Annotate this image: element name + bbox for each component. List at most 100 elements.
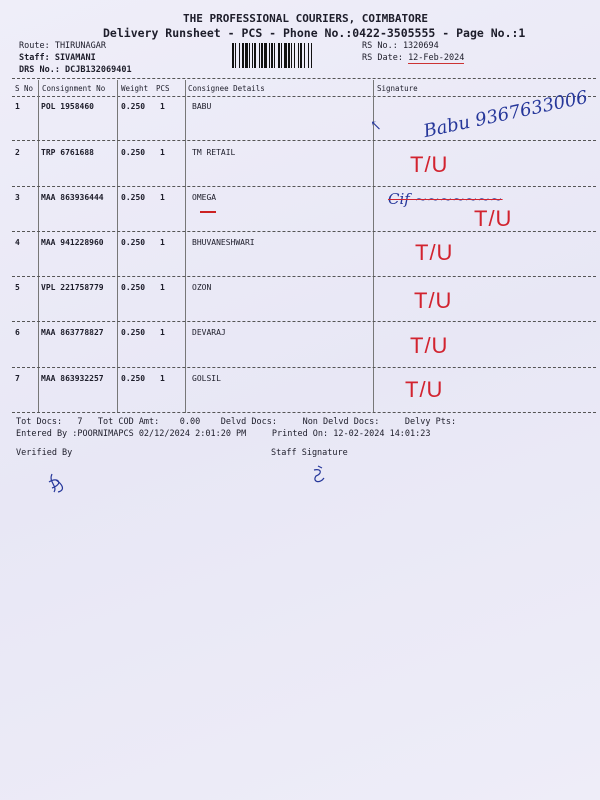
row-divider [12,231,596,232]
barcode-bar [269,43,270,68]
column-line [38,80,39,413]
cell-consignee: TM RETAIL [192,148,236,157]
cell-pcs: 1 [160,238,165,247]
cell-consignee: GOLSIL [192,374,221,383]
col-signature: Signature [377,84,418,93]
cell-consignee: OMEGA [192,193,217,202]
barcode-bar [298,43,299,68]
rs-date-label: RS Date: [362,53,409,63]
cell-sno: 1 [15,102,20,111]
cell-weight: 0.250 [121,283,146,292]
cell-consignment: MAA 863778827 [41,328,104,337]
row-divider [12,140,596,141]
rs-date: RS Date: 12-Feb-2024 [362,53,465,64]
column-line [117,80,118,413]
route: Route: THIRUNAGAR [19,41,106,51]
cell-sno: 6 [15,328,20,337]
row-divider [12,321,596,322]
cell-pcs: 1 [160,102,165,111]
barcode-bar [274,43,275,68]
signature-4: T/U [415,240,454,265]
cell-consignment: MAA 863932257 [41,374,104,383]
table-row: 1 POL 1958460 0.250 1 BABU [0,102,600,116]
cell-sno: 2 [15,148,20,157]
cell-consignment: POL 1958460 [41,102,94,111]
barcode-bar [281,43,282,68]
staff: Staff: SIVAMANI [19,53,96,63]
barcode-bar [249,43,250,68]
staff-signature-scribble [313,465,325,483]
barcode-bar [264,43,267,68]
row-divider [12,412,596,413]
document-title: Delivery Runsheet - PCS - Phone No.:0422… [103,26,526,40]
entered-by-line: Entered By :POORNIMAPCS 02/12/2024 2:01:… [16,429,431,439]
table-row: 6 MAA 863778827 0.250 1 DEVARAJ [0,328,600,342]
barcode-bar [252,43,253,68]
company-name: THE PROFESSIONAL COURIERS, COIMBATORE [183,12,429,25]
cell-weight: 0.250 [121,328,146,337]
cell-consignee: BABU [192,102,212,111]
barcode-bar [300,43,302,68]
cell-consignment: VPL 221758779 [41,283,104,292]
cell-consignment: TRP 6761688 [41,148,94,157]
barcode-bar [245,43,248,68]
cell-pcs: 1 [160,374,165,383]
cell-weight: 0.250 [121,238,146,247]
barcode-bar [278,43,280,68]
barcode-bar [304,43,305,68]
cell-weight: 0.250 [121,102,146,111]
row-divider [12,367,596,368]
barcode-bar [271,43,273,68]
red-mark [200,211,216,213]
cell-pcs: 1 [160,283,165,292]
barcode-bar [294,43,295,68]
barcode-bar [235,43,236,68]
cell-consignee: DEVARAJ [192,328,226,337]
signature-7: T/U [405,377,444,402]
cell-pcs: 1 [160,328,165,337]
signature-6: T/U [410,333,449,358]
cell-weight: 0.250 [121,148,146,157]
verifier-signature-scribble [48,473,64,493]
rs-number: RS No.: 1320694 [362,41,439,51]
barcode-bar [254,43,256,68]
table-header: S No Consignment No Weight PCS Consignee… [0,84,600,98]
barcode-bar [261,43,263,68]
verified-by-label: Verified By [16,448,73,458]
column-line [185,80,186,413]
barcode-bar [242,43,244,68]
barcode-bar [239,43,240,68]
cell-consignment: MAA 941228960 [41,238,104,247]
col-pcs: PCS [156,84,170,93]
signature-5: T/U [414,288,453,313]
cell-sno: 5 [15,283,20,292]
cell-sno: 7 [15,374,20,383]
table-row: 2 TRP 6761688 0.250 1 TM RETAIL [0,148,600,162]
barcode-bar [259,43,260,68]
column-line [373,80,374,413]
arrow-mark: ↖ [370,118,382,134]
cell-consignee: OZON [192,283,212,292]
drs-number: DRS No.: DCJB132069401 [19,65,132,75]
barcode-bar [311,43,312,68]
cell-weight: 0.250 [121,193,146,202]
barcode [232,43,354,68]
struck-signature-3: Cif ~~~~~~~ [388,190,503,208]
barcode-bar [232,43,234,68]
staff-signature-label: Staff Signature [271,448,348,458]
table-row: 5 VPL 221758779 0.250 1 OZON [0,283,600,297]
table-row: 4 MAA 941228960 0.250 1 BHUVANESHWARI [0,238,600,252]
col-sno: S No [15,84,34,93]
divider [12,96,596,97]
barcode-bar [312,43,313,68]
row-divider [12,186,596,187]
barcode-bar [288,43,290,68]
cell-pcs: 1 [160,148,165,157]
cell-pcs: 1 [160,193,165,202]
cell-weight: 0.250 [121,374,146,383]
barcode-bar [284,43,287,68]
signature-3: T/U [474,206,513,231]
row-divider [12,276,596,277]
divider [12,78,596,79]
totals-line: Tot Docs: 7 Tot COD Amt: 0.00 Delvd Docs… [16,417,457,427]
